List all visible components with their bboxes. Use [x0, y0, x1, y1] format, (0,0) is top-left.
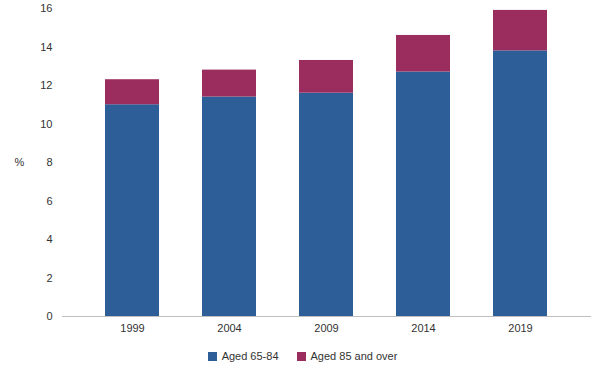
svg-text:12: 12 [40, 79, 52, 91]
svg-text:6: 6 [46, 195, 52, 207]
svg-text:2004: 2004 [217, 322, 241, 334]
svg-text:8: 8 [46, 156, 52, 168]
svg-text:2014: 2014 [411, 322, 435, 334]
svg-text:2009: 2009 [314, 322, 338, 334]
html-text:Aged 65-84: Aged 65-84 [221, 350, 279, 362]
svg-text:0: 0 [46, 310, 52, 322]
svg-text:16: 16 [40, 2, 52, 14]
svg-text:10: 10 [40, 118, 52, 130]
svg-text:2: 2 [46, 272, 52, 284]
svg-text:14: 14 [40, 41, 52, 53]
svg-text:2019: 2019 [508, 322, 532, 334]
svg-text:%: % [15, 156, 25, 168]
svg-text:4: 4 [46, 233, 52, 245]
svg-text:1999: 1999 [120, 322, 144, 334]
html-text:Aged 85 and over: Aged 85 and over [310, 350, 398, 362]
